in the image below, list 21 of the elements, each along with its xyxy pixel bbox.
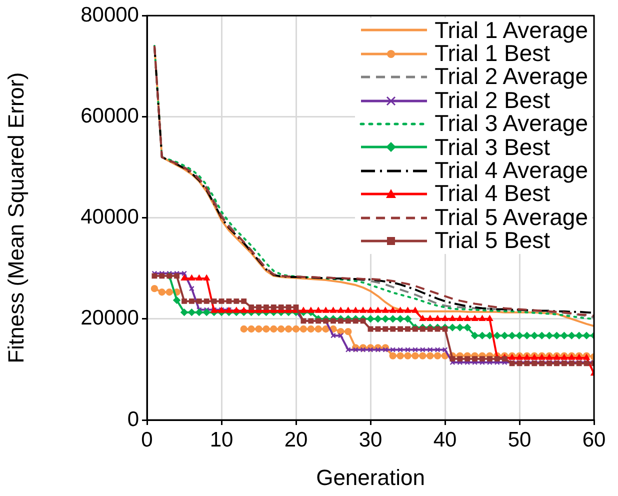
- legend-label: Trial 3 Best: [434, 134, 550, 160]
- y-tick-label: 0: [127, 408, 139, 431]
- x-tick-label: 60: [582, 428, 606, 452]
- y-tick-label: 60000: [80, 104, 139, 128]
- legend-label: Trial 3 Average: [434, 110, 588, 136]
- y-tick-label: 80000: [80, 3, 139, 26]
- y-tick-label: 20000: [80, 306, 139, 330]
- y-axis-title: Fitness (Mean Squared Error): [3, 72, 28, 364]
- legend-label: Trial 5 Average: [434, 204, 588, 230]
- x-tick-label: 10: [210, 428, 234, 452]
- legend-label: Trial 1 Best: [434, 40, 550, 66]
- y-tick-label: 40000: [80, 206, 139, 229]
- x-tick-label: 30: [358, 428, 382, 452]
- x-tick-label: 40: [433, 428, 457, 452]
- legend-label: Trial 5 Best: [434, 227, 550, 254]
- legend-label: Trial 1 Average: [434, 16, 588, 43]
- x-axis-title: Generation: [316, 464, 425, 490]
- x-tick-label: 50: [508, 428, 532, 452]
- legend-label: Trial 2 Best: [434, 86, 550, 113]
- legend-label: Trial 2 Average: [434, 63, 588, 90]
- x-tick-label: 20: [284, 428, 308, 452]
